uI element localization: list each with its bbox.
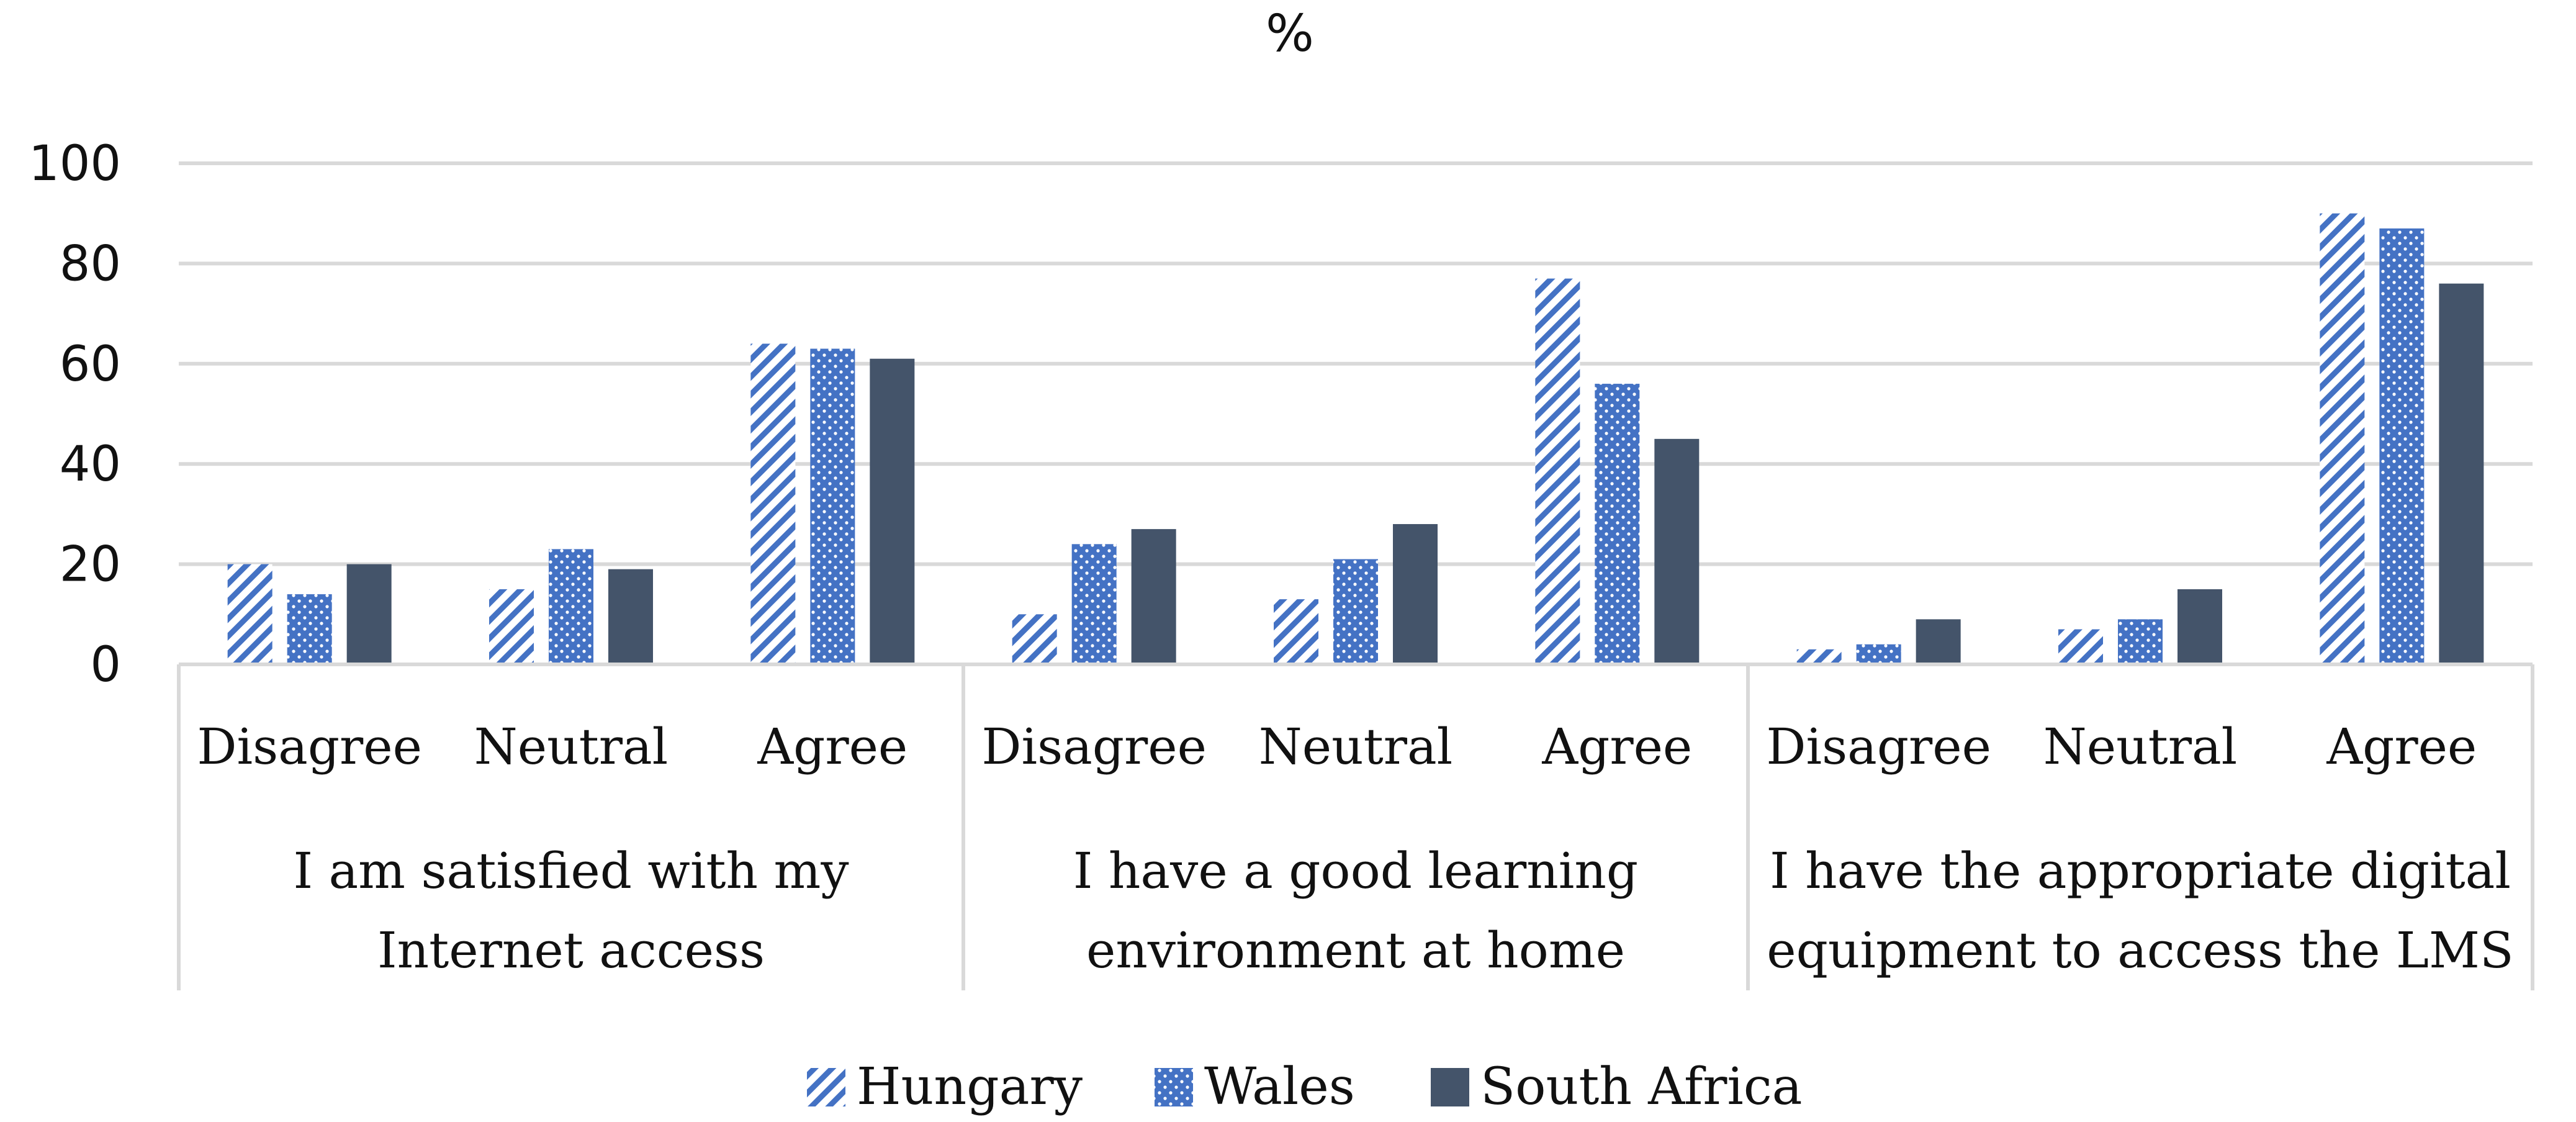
category-label: Agree <box>2326 718 2477 776</box>
group-label: I am satisfied with my <box>293 842 849 900</box>
y-tick-label: 40 <box>60 437 121 492</box>
category-label: Disagree <box>1766 718 1991 776</box>
bar-south-africa <box>1916 619 1961 664</box>
bars <box>227 213 2484 664</box>
y-tick-label: 60 <box>60 337 121 392</box>
bar-south-africa <box>2439 283 2484 664</box>
bar-wales <box>2118 619 2163 664</box>
bar-south-africa <box>346 564 392 664</box>
bar-hungary <box>2320 213 2365 664</box>
bar-hungary <box>227 564 272 664</box>
legend-label-south-africa: South Africa <box>1480 1057 1803 1116</box>
category-label: Neutral <box>474 718 669 776</box>
legend-swatch-hungary <box>807 1068 845 1106</box>
bar-hungary <box>1535 278 1580 664</box>
bar-hungary <box>1012 614 1057 664</box>
bar-wales <box>1333 559 1378 664</box>
category-label: Disagree <box>197 718 422 776</box>
category-label: Neutral <box>2043 718 2238 776</box>
y-tick-label: 20 <box>60 537 121 593</box>
bar-hungary <box>750 343 796 664</box>
legend: Hungary Wales South Africa <box>807 1057 1803 1116</box>
x-axis: Disagree Neutral Agree Disagree Neutral Agree… <box>177 663 2534 990</box>
bar-wales <box>549 549 593 664</box>
bar-wales <box>1071 544 1117 664</box>
legend-swatch-wales <box>1155 1068 1193 1106</box>
bar-hungary <box>2058 629 2103 664</box>
bar-wales <box>1856 644 1901 664</box>
bar-south-africa <box>608 569 653 664</box>
bar-south-africa <box>2177 589 2222 664</box>
bar-south-africa <box>870 358 915 664</box>
y-tick-label: 0 <box>90 637 121 693</box>
category-label: Disagree <box>981 718 1207 776</box>
legend-swatch-south-africa <box>1431 1068 1469 1106</box>
bar-hungary <box>1274 599 1318 664</box>
legend-label-wales: Wales <box>1204 1057 1355 1116</box>
chart-title: % <box>1266 4 1314 63</box>
bar-hungary <box>489 589 534 664</box>
bar-south-africa <box>1131 529 1176 664</box>
bar-wales <box>2379 228 2425 664</box>
group-label: I have a good learning <box>1073 842 1638 900</box>
y-axis: 0 20 40 60 80 100 <box>29 136 121 693</box>
bar-hungary <box>1796 649 1842 664</box>
legend-label-hungary: Hungary <box>857 1057 1083 1116</box>
bar-wales <box>1595 384 1640 664</box>
category-label: Neutral <box>1259 718 1453 776</box>
bar-wales <box>287 594 332 664</box>
group-label: environment at home <box>1086 921 1625 979</box>
category-label: Agree <box>1541 718 1692 776</box>
group-label: I have the appropriate digital <box>1770 842 2511 900</box>
category-label: Agree <box>757 718 907 776</box>
y-tick-label: 100 <box>29 136 121 192</box>
y-tick-label: 80 <box>60 236 121 292</box>
bar-south-africa <box>1393 524 1438 664</box>
bar-wales <box>810 348 855 664</box>
group-label: Internet access <box>377 921 765 979</box>
group-label: equipment to access the LMS <box>1767 921 2513 979</box>
bar-south-africa <box>1654 438 1700 664</box>
